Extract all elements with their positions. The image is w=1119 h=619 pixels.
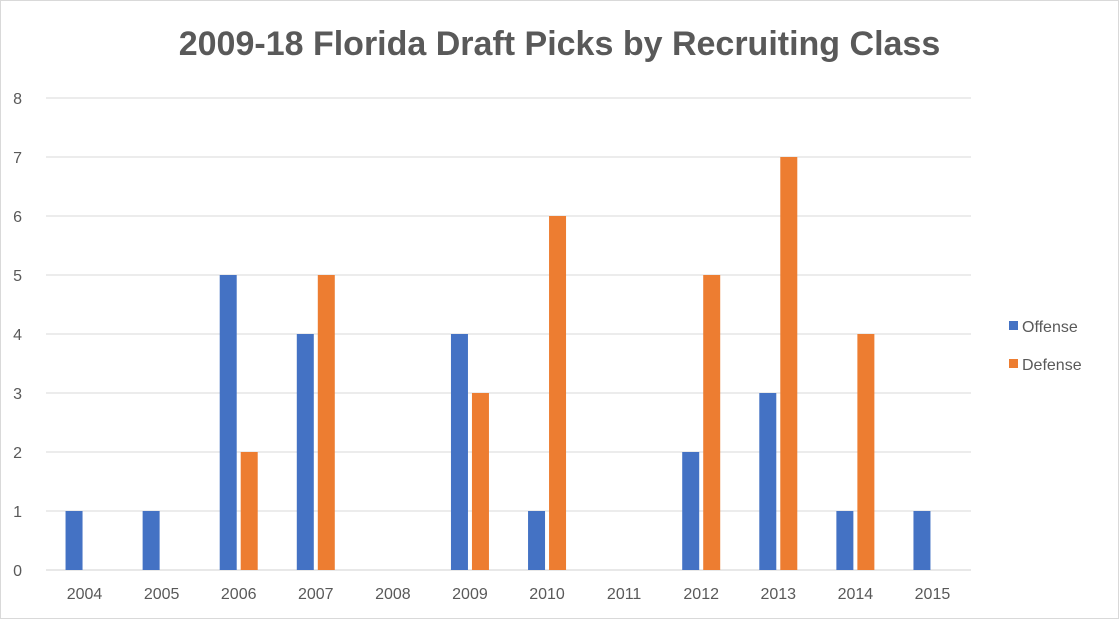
bars [65, 157, 931, 570]
bar-offense-2015 [913, 511, 931, 570]
bar-defense-2013 [780, 157, 798, 570]
bar-offense-2006 [219, 275, 237, 570]
x-tick-label-2012: 2012 [683, 586, 719, 603]
x-axis-ticks: 2004 2005 2006 2007 2008 2009 2010 2011 2012 2013… [67, 586, 951, 603]
legend-label-defense: Defense [1022, 357, 1082, 374]
x-tick-label-2004: 2004 [67, 586, 103, 603]
y-tick-label-5: 5 [13, 268, 22, 285]
bar-defense-2010 [549, 216, 567, 570]
legend-swatch-offense [1009, 321, 1018, 330]
y-tick-label-6: 6 [13, 209, 22, 226]
y-tick-label-4: 4 [13, 327, 22, 344]
bar-offense-2009 [450, 334, 468, 570]
x-tick-label-2007: 2007 [298, 586, 334, 603]
x-tick-label-2013: 2013 [760, 586, 796, 603]
bar-offense-2007 [296, 334, 314, 570]
y-tick-label-8: 8 [13, 91, 22, 108]
legend-label-offense: Offense [1022, 319, 1078, 336]
x-tick-label-2008: 2008 [375, 586, 411, 603]
bar-offense-2012 [682, 452, 700, 570]
chart-title: 2009-18 Florida Draft Picks by Recruitin… [178, 25, 941, 63]
bar-defense-2014 [857, 334, 875, 570]
x-tick-label-2010: 2010 [529, 586, 565, 603]
legend-swatch-defense [1009, 359, 1018, 368]
bar-offense-2004 [65, 511, 83, 570]
bar-defense-2006 [240, 452, 258, 570]
y-tick-label-2: 2 [13, 445, 22, 462]
x-tick-label-2009: 2009 [452, 586, 488, 603]
bar-offense-2014 [836, 511, 854, 570]
bar-offense-2010 [528, 511, 546, 570]
y-tick-label-3: 3 [13, 386, 22, 403]
x-tick-label-2014: 2014 [838, 586, 874, 603]
x-tick-label-2005: 2005 [144, 586, 180, 603]
x-tick-label-2015: 2015 [915, 586, 951, 603]
y-tick-label-7: 7 [13, 150, 22, 167]
bar-defense-2007 [317, 275, 335, 570]
x-tick-label-2006: 2006 [221, 586, 257, 603]
gridlines [46, 97, 971, 571]
y-tick-label-0: 0 [13, 563, 22, 580]
y-axis-ticks: 0 1 2 3 4 5 6 7 8 [13, 91, 22, 580]
legend: Offense Defense [1009, 319, 1082, 374]
bar-defense-2012 [703, 275, 721, 570]
x-tick-label-2011: 2011 [607, 586, 642, 603]
bar-offense-2013 [759, 393, 777, 570]
bar-offense-2005 [142, 511, 160, 570]
bar-defense-2009 [471, 393, 489, 570]
y-tick-label-1: 1 [13, 504, 22, 521]
